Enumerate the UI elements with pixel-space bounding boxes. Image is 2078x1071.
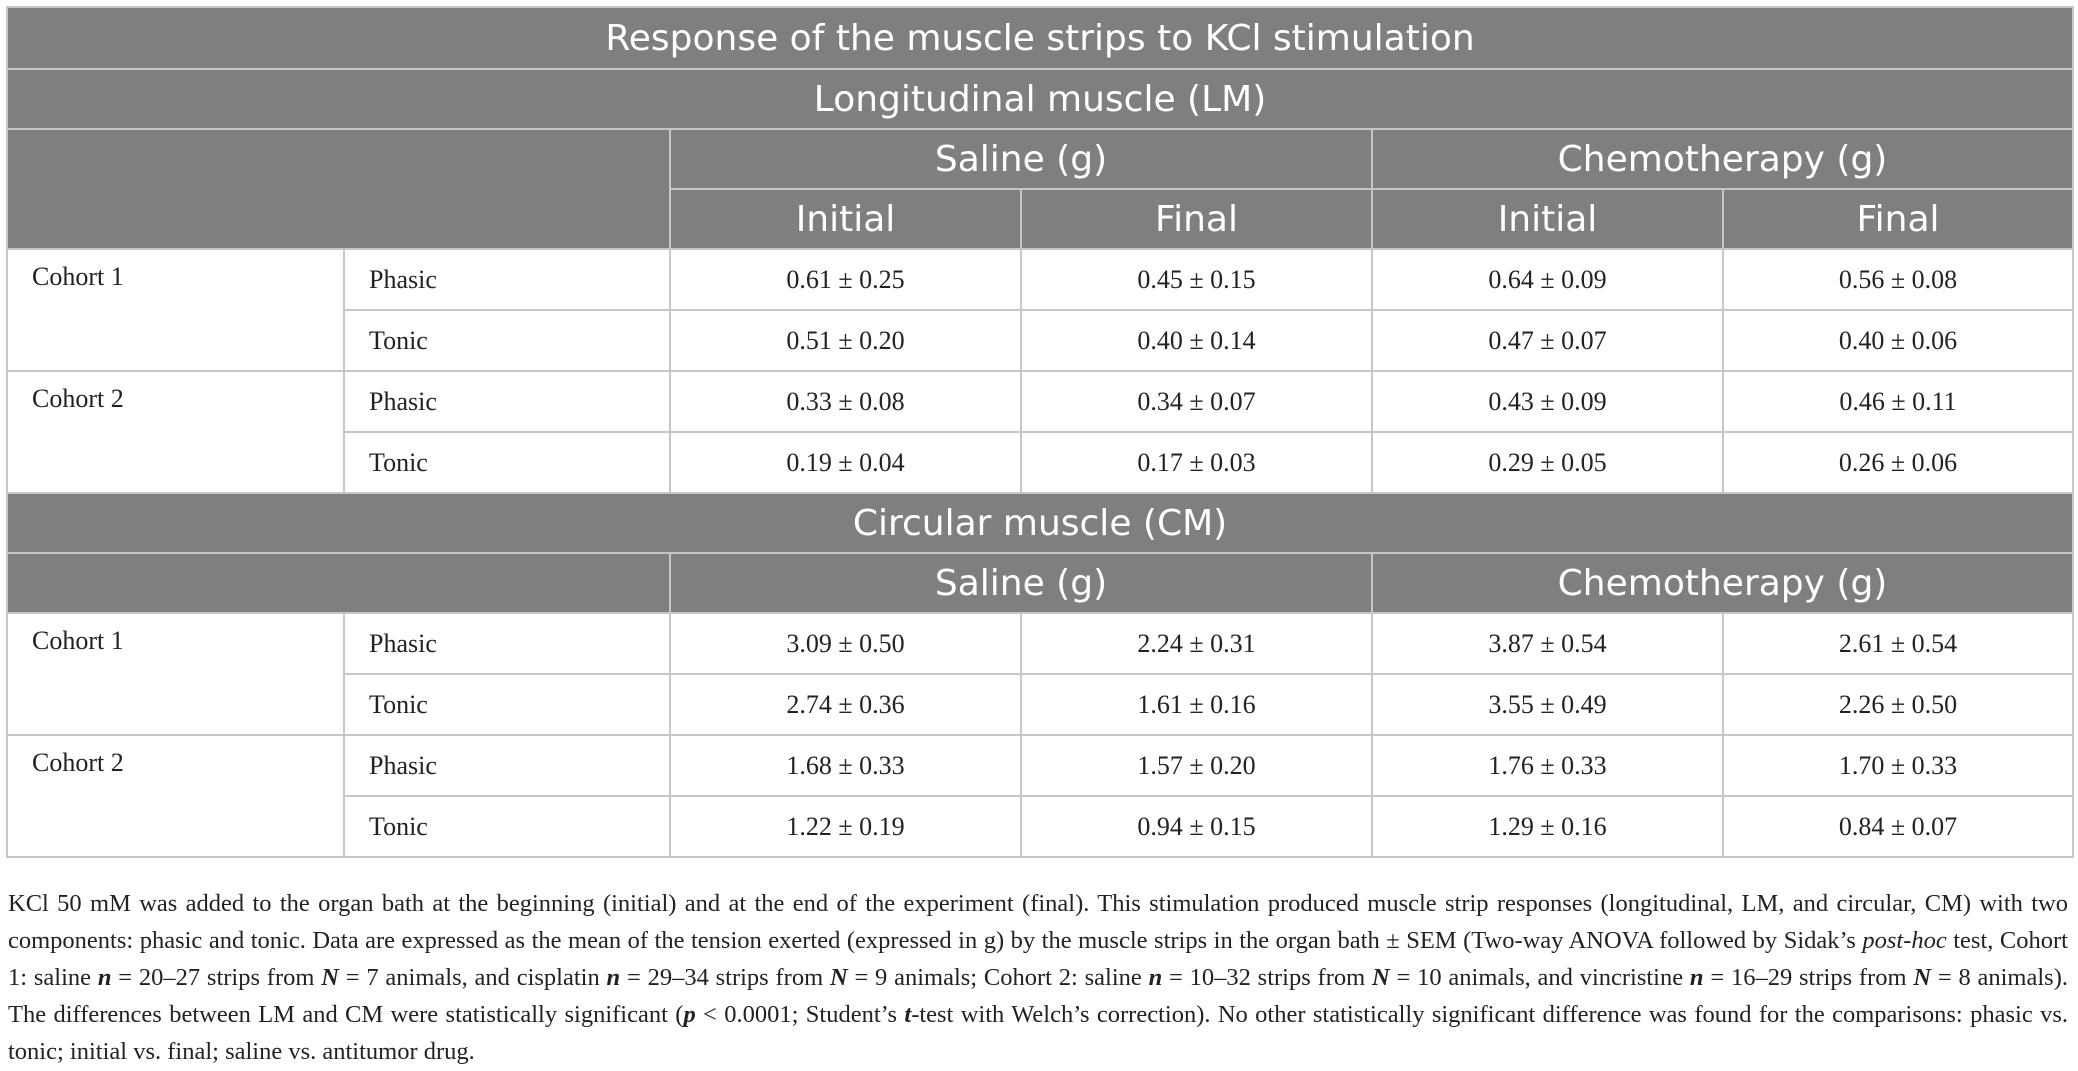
- group-header-row: Saline (g) Chemotherapy (g): [6, 552, 2075, 614]
- table-footnote: KCl 50 mM was added to the organ bath at…: [8, 885, 2068, 1070]
- value-cell: 1.57 ± 0.20: [1020, 734, 1373, 797]
- footnote-symbol: N: [1913, 964, 1932, 991]
- table-row: Cohort 2 Phasic 0.33 ± 0.08 0.34 ± 0.07 …: [6, 370, 2075, 494]
- value-cell: 1.68 ± 0.33: [669, 734, 1022, 797]
- table-title: Response of the muscle strips to KCl sti…: [5, 6, 2075, 70]
- component-label: Phasic: [343, 248, 671, 311]
- footnote-text: = 8 animals). The differences between LM…: [8, 964, 2068, 1028]
- component-label: Tonic: [343, 309, 671, 372]
- value-cell: 0.47 ± 0.07: [1371, 309, 1724, 372]
- footnote-text: = 10 animals, and vincristine: [1389, 964, 1690, 991]
- component-label: Phasic: [343, 370, 671, 433]
- section-header-row: Longitudinal muscle (LM): [5, 68, 2075, 130]
- footnote-symbol: n: [97, 964, 112, 991]
- cohort-label: Cohort 1: [6, 248, 345, 372]
- value-cell: 0.29 ± 0.05: [1371, 431, 1724, 494]
- footnote-text: = 9 animals; Cohort 2: saline: [847, 964, 1149, 991]
- footnote-text: -test with Welch’s correction). No other…: [8, 1001, 2068, 1065]
- footnote-text: = 29–34 strips from: [620, 964, 830, 991]
- value-cell: 2.74 ± 0.36: [669, 673, 1022, 736]
- value-cell: 0.46 ± 0.11: [1721, 370, 2075, 433]
- value-cell: 0.34 ± 0.07: [1020, 370, 1373, 433]
- component-label: Phasic: [343, 734, 671, 797]
- table-row: Cohort 1 Phasic 3.09 ± 0.50 2.24 ± 0.31 …: [6, 612, 2075, 736]
- value-cell: 0.94 ± 0.15: [1020, 795, 1373, 858]
- table-row: Tonic 2.74 ± 0.36 1.61 ± 0.16 3.55 ± 0.4…: [7, 673, 2075, 736]
- value-cell: 0.26 ± 0.06: [1721, 431, 2075, 494]
- table-row: Tonic 1.22 ± 0.19 0.94 ± 0.15 1.29 ± 0.1…: [7, 795, 2075, 858]
- value-cell: 0.19 ± 0.04: [669, 431, 1022, 494]
- footnote-text: = 16–29 strips from: [1703, 964, 1914, 991]
- value-cell: 0.51 ± 0.20: [669, 309, 1022, 372]
- value-cell: 2.61 ± 0.54: [1721, 612, 2075, 675]
- value-cell: 1.76 ± 0.33: [1371, 734, 1724, 797]
- group-header-row: Saline (g) Chemotherapy (g): [6, 128, 2075, 250]
- value-cell: 0.17 ± 0.03: [1020, 431, 1373, 494]
- cohort-label: Cohort 1: [6, 612, 345, 736]
- subheader-final: Final: [1721, 188, 2075, 250]
- component-label: Phasic: [343, 612, 671, 675]
- section-heading-cm: Circular muscle (CM): [5, 492, 2075, 554]
- footnote-symbol: N: [1371, 964, 1390, 991]
- table-title-row: Response of the muscle strips to KCl sti…: [5, 6, 2075, 70]
- footnote-text: = 20–27 strips from: [111, 964, 322, 991]
- cohort-label: Cohort 2: [6, 370, 345, 494]
- value-cell: 0.64 ± 0.09: [1371, 248, 1724, 311]
- cohort-label: Cohort 2: [6, 734, 345, 858]
- value-cell: 2.24 ± 0.31: [1020, 612, 1373, 675]
- value-cell: 3.87 ± 0.54: [1371, 612, 1724, 675]
- footnote-text: = 7 animals, and cisplatin: [338, 964, 607, 991]
- footnote-italic: post-hoc: [1862, 927, 1947, 954]
- footnote-text: < 0.0001; Student’s: [695, 1001, 905, 1028]
- value-cell: 0.40 ± 0.06: [1721, 309, 2075, 372]
- subheader-final: Final: [1020, 188, 1373, 250]
- subheader-initial: Initial: [669, 188, 1022, 250]
- group-header-saline: Saline (g): [669, 552, 1373, 614]
- value-cell: 0.33 ± 0.08: [669, 370, 1022, 433]
- component-label: Tonic: [343, 673, 671, 736]
- table-row: Cohort 2 Phasic 1.68 ± 0.33 1.57 ± 0.20 …: [6, 734, 2075, 858]
- value-cell: 0.61 ± 0.25: [669, 248, 1022, 311]
- footnote-symbol: N: [321, 964, 339, 991]
- group-header-chemotherapy: Chemotherapy (g): [1370, 128, 2075, 190]
- value-cell: 0.84 ± 0.07: [1721, 795, 2075, 858]
- table-row: Tonic 0.19 ± 0.04 0.17 ± 0.03 0.29 ± 0.0…: [7, 431, 2075, 494]
- value-cell: 0.43 ± 0.09: [1371, 370, 1724, 433]
- empty-header-cell: [6, 128, 671, 250]
- value-cell: 3.09 ± 0.50: [669, 612, 1022, 675]
- value-cell: 1.22 ± 0.19: [669, 795, 1022, 858]
- footnote-paragraph: KCl 50 mM was added to the organ bath at…: [8, 885, 2068, 1070]
- empty-header-cell: [6, 552, 671, 614]
- footnote-text: = 10–32 strips from: [1162, 964, 1372, 991]
- footnote-symbol: p: [683, 1001, 696, 1028]
- table-row: Cohort 1 Phasic 0.61 ± 0.25 0.45 ± 0.15 …: [6, 248, 2075, 372]
- subheader-row: Initial Final Initial Final: [7, 188, 2075, 250]
- table-row: Tonic 0.51 ± 0.20 0.40 ± 0.14 0.47 ± 0.0…: [7, 309, 2075, 372]
- results-table-container: Response of the muscle strips to KCl sti…: [5, 6, 2075, 858]
- footnote-text: test, Cohort 1: saline: [8, 927, 2068, 991]
- footnote-text: KCl 50 mM was added to the organ bath at…: [8, 890, 2068, 954]
- footnote-symbol: t: [904, 1001, 912, 1028]
- value-cell: 1.61 ± 0.16: [1020, 673, 1373, 736]
- group-header-saline: Saline (g): [669, 128, 1373, 190]
- footnote-symbol: n: [1689, 964, 1704, 991]
- component-label: Tonic: [343, 795, 671, 858]
- group-header-chemotherapy: Chemotherapy (g): [1370, 552, 2075, 614]
- footnote-symbol: N: [829, 964, 848, 991]
- value-cell: 0.40 ± 0.14: [1020, 309, 1373, 372]
- subheader-initial: Initial: [1371, 188, 1724, 250]
- results-table: Response of the muscle strips to KCl sti…: [5, 6, 2075, 858]
- footnote-symbol: n: [1148, 964, 1163, 991]
- value-cell: 1.29 ± 0.16: [1371, 795, 1724, 858]
- value-cell: 1.70 ± 0.33: [1721, 734, 2075, 797]
- component-label: Tonic: [343, 431, 671, 494]
- value-cell: 0.56 ± 0.08: [1721, 248, 2075, 311]
- footnote-symbol: n: [606, 964, 621, 991]
- section-heading-lm: Longitudinal muscle (LM): [5, 68, 2075, 130]
- value-cell: 2.26 ± 0.50: [1721, 673, 2075, 736]
- value-cell: 3.55 ± 0.49: [1371, 673, 1724, 736]
- section-header-row: Circular muscle (CM): [5, 492, 2075, 554]
- value-cell: 0.45 ± 0.15: [1020, 248, 1373, 311]
